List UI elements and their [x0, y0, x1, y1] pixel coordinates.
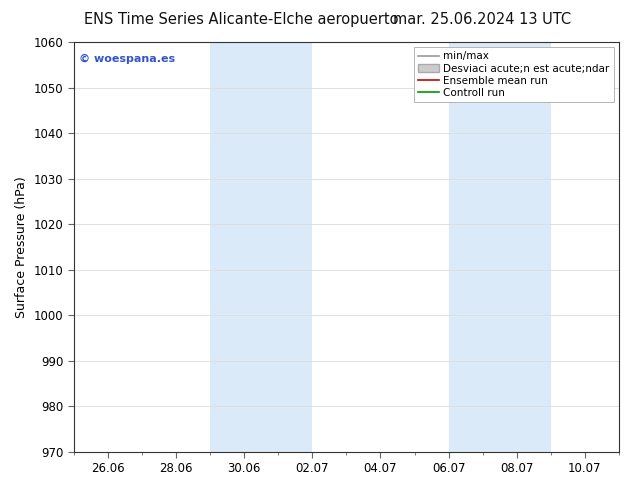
Text: mar. 25.06.2024 13 UTC: mar. 25.06.2024 13 UTC [393, 12, 571, 27]
Bar [210, 42, 313, 452]
Legend: min/max, Desviaci acute;n est acute;ndar, Ensemble mean run, Controll run: min/max, Desviaci acute;n est acute;ndar… [414, 47, 614, 102]
Text: ENS Time Series Alicante-Elche aeropuerto: ENS Time Series Alicante-Elche aeropuert… [84, 12, 398, 27]
Bar [449, 42, 551, 452]
Y-axis label: Surface Pressure (hPa): Surface Pressure (hPa) [15, 176, 28, 318]
Text: © woespana.es: © woespana.es [79, 54, 175, 64]
